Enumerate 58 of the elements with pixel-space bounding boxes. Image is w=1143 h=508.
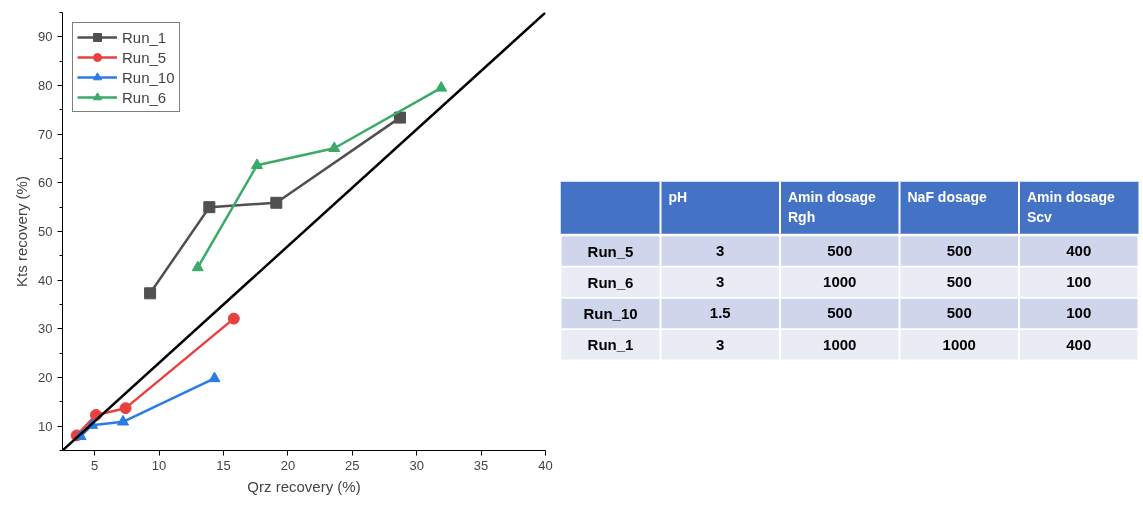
x-tick-label: 15	[216, 457, 231, 473]
x-tick-label: 20	[280, 457, 296, 473]
y-tick-label: 70	[38, 126, 53, 142]
y-tick-label: 40	[38, 272, 53, 288]
point	[117, 414, 130, 426]
x-axis-title: Qrz recovery (%)	[247, 477, 361, 495]
text: 500	[827, 304, 853, 322]
y-tick-label: 30	[38, 321, 53, 337]
text: 100	[1066, 273, 1092, 291]
point	[208, 371, 221, 383]
category-label: Run_1	[587, 336, 634, 354]
point	[191, 260, 204, 272]
point	[270, 196, 283, 209]
category-label: Run_5	[587, 242, 634, 260]
y-tick-label: 10	[38, 418, 53, 434]
legend-label: Run_10	[122, 68, 175, 86]
text: 500	[946, 242, 972, 260]
text: 1.5	[709, 304, 731, 322]
legend-label: Run_5	[122, 48, 167, 66]
text: 500	[946, 273, 972, 291]
text: 1000	[823, 335, 857, 353]
point	[227, 312, 240, 325]
point	[203, 201, 216, 214]
point	[119, 402, 132, 415]
category-label: Amin dosage Scv	[1027, 188, 1116, 225]
text: 100	[1066, 304, 1092, 322]
point	[328, 141, 341, 152]
text: 1000	[823, 273, 857, 291]
legend-label: Run_6	[122, 88, 167, 106]
y-tick-label: 60	[38, 175, 53, 191]
category-label: Run_10	[583, 304, 638, 322]
text: 500	[946, 304, 972, 322]
text: 3	[716, 273, 725, 291]
x-tick-label: 5	[91, 457, 99, 473]
category-label: NaF dosage	[907, 188, 988, 205]
y-tick-label: 80	[38, 78, 53, 93]
y-tick-label: 50	[38, 224, 53, 239]
category-label: Run_6	[587, 273, 634, 291]
text: 3	[716, 242, 725, 260]
text: 500	[827, 242, 853, 260]
x-tick-label: 40	[538, 457, 553, 473]
y-axis-title: Kts recovery (%)	[13, 176, 31, 287]
category-label: Amin dosage Rgh	[788, 188, 877, 225]
x-tick-label: 30	[409, 457, 424, 473]
text: 400	[1066, 335, 1092, 353]
y-tick-label: 90	[38, 29, 53, 45]
point	[144, 287, 157, 300]
text: 400	[1066, 242, 1092, 260]
y-tick-label: 20	[38, 370, 53, 385]
x-tick-label: 10	[151, 457, 167, 473]
legend-label: Run_1	[122, 28, 167, 46]
text: 1000	[942, 335, 976, 353]
point	[435, 81, 448, 92]
x-tick-label: 25	[345, 457, 360, 473]
x-tick-label: 35	[473, 457, 489, 473]
point	[250, 158, 263, 169]
text: 3	[716, 335, 725, 353]
category-label: pH	[668, 188, 688, 205]
